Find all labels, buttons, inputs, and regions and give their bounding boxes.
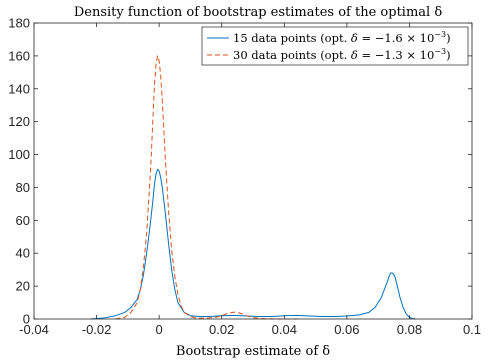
x-tick-label: 0.08 [397,322,422,337]
x-tick-label: 0 [156,322,163,337]
chart-title: Density function of bootstrap estimates … [74,5,442,20]
y-tick-label: 0 [23,312,30,327]
y-tick-label: 140 [8,81,30,96]
series-line-30-points [115,55,300,320]
series-line-15-points [90,168,416,320]
x-tick-label: 0.06 [334,322,359,337]
legend-suffix-30: ) [446,48,451,62]
y-tick-label: 80 [16,180,30,195]
y-tick-label: 180 [8,16,30,31]
y-tick-label: 20 [16,279,30,294]
x-tick-label: 0.04 [272,322,297,337]
x-tick-label: 0.02 [209,322,234,337]
x-axis: -0.04 -0.02 0 0.02 0.04 0.06 0.08 0.1 [19,23,481,337]
plot-frame [33,22,473,320]
x-tick-label: -0.02 [82,322,112,337]
legend-mid-30: = −1.3 × 10 [358,48,434,62]
legend-exponent-30: −3 [434,47,446,56]
legend-prefix-30: 30 data points (opt. [233,48,351,62]
legend-exponent-15: −3 [434,30,446,39]
x-tick-label: -0.04 [19,322,49,337]
delta-symbol-15: δ [351,31,358,45]
legend-prefix-15: 15 data points (opt. [233,31,351,45]
y-tick-label: 160 [8,48,30,63]
y-tick-label: 60 [16,213,30,228]
x-tick-label: 0.1 [463,322,481,337]
y-tick-label: 100 [8,147,30,162]
delta-symbol-30: δ [351,48,358,62]
series-layer [90,55,416,320]
legend-mid-15: = −1.6 × 10 [358,31,434,45]
legend-entry-30-points: 30 data points (opt. δ = −1.3 × 10−3) [233,47,451,62]
y-axis: 0 20 40 60 80 100 120 140 160 180 [8,16,472,327]
legend: 15 data points (opt. δ = −1.6 × 10−3) 30… [201,26,469,66]
legend-entry-15-points: 15 data points (opt. δ = −1.6 × 10−3) [233,30,451,45]
legend-box [201,26,469,66]
legend-suffix-15: ) [446,31,451,45]
y-tick-label: 120 [8,114,30,129]
y-tick-label: 40 [16,246,30,261]
x-axis-label: Bootstrap estimate of δ [176,344,330,359]
